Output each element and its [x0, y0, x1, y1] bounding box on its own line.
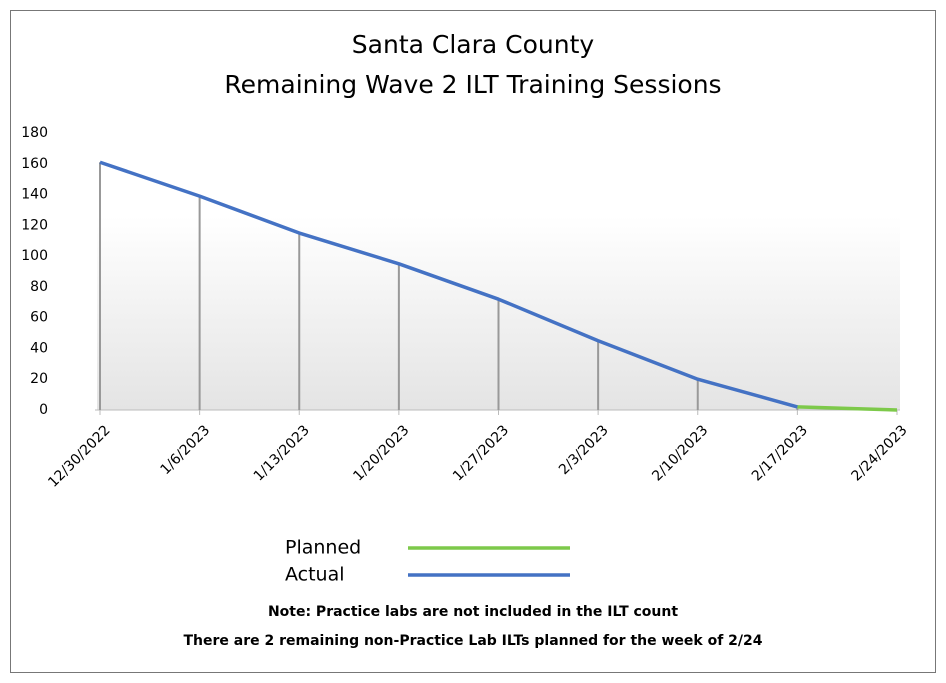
y-tick-label: 100 — [21, 248, 48, 264]
y-tick-label: 80 — [30, 279, 48, 295]
y-tick-label: 180 — [21, 125, 48, 141]
y-tick-label: 160 — [21, 156, 48, 172]
legend-label: Planned — [285, 537, 361, 559]
legend-label: Actual — [285, 564, 345, 586]
y-tick-label: 20 — [30, 371, 48, 387]
line-series — [797, 405, 898, 412]
chart-title: Santa Clara County — [352, 30, 595, 59]
y-tick-label: 40 — [30, 340, 48, 356]
note: Note: Practice labs are not included in … — [268, 604, 678, 620]
line-series — [99, 160, 798, 409]
note: There are 2 remaining non-Practice Lab I… — [183, 633, 762, 649]
y-tick-label: 140 — [21, 187, 48, 203]
y-tick-label: 120 — [21, 217, 48, 233]
y-tick-label: 0 — [39, 402, 48, 418]
chart-subtitle: Remaining Wave 2 ILT Training Sessions — [224, 70, 721, 99]
y-tick-label: 60 — [30, 310, 48, 326]
